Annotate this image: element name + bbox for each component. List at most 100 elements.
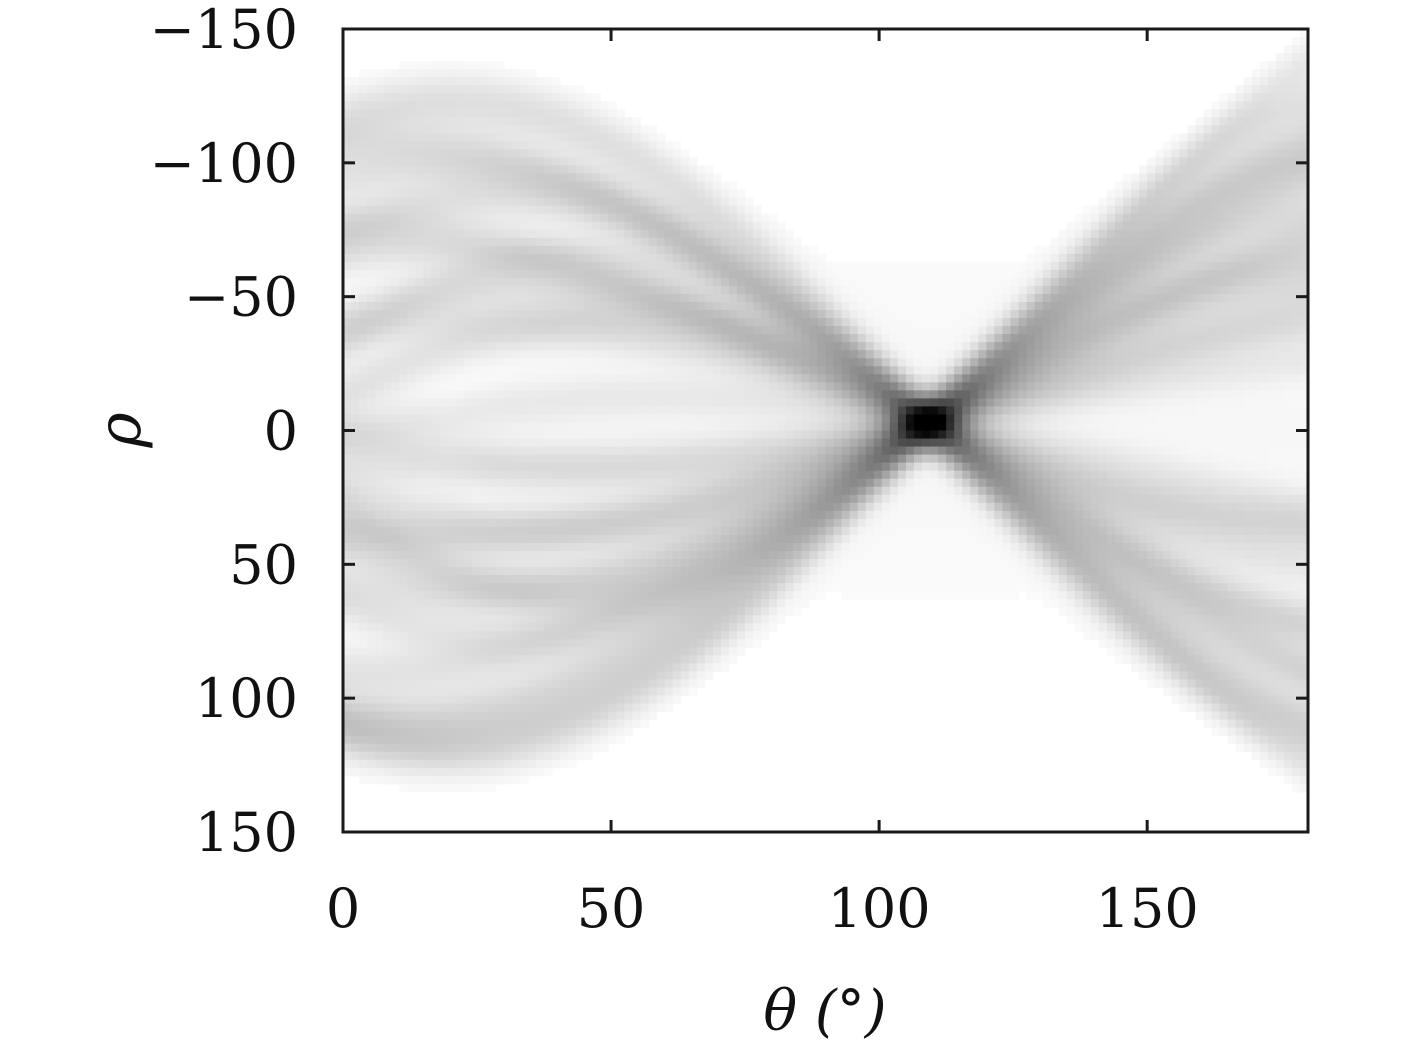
heatmap-cell [391,286,400,295]
heatmap-cell [464,149,473,158]
heatmap-cell [1179,342,1188,351]
heatmap-cell [423,270,432,279]
heatmap-cell [1244,342,1253,351]
heatmap-cell [504,390,513,399]
heatmap-cell [930,318,939,327]
heatmap-cell [584,133,593,142]
heatmap-cell [1091,471,1100,480]
heatmap-cell [488,358,497,367]
heatmap-cell [962,479,971,488]
heatmap-cell [1171,439,1180,448]
heatmap-cell [665,487,674,496]
heatmap-cell [407,198,416,207]
heatmap-cell [898,471,907,480]
heatmap-cell [1284,310,1293,319]
heatmap-cell [496,61,505,70]
heatmap-cell [616,326,625,335]
heatmap-cell [415,374,424,383]
heatmap-cell [576,398,585,407]
heatmap-cell [801,479,810,488]
heatmap-cell [1155,390,1164,399]
heatmap-cell [375,310,384,319]
heatmap-cell [1203,141,1212,150]
heatmap-cell [536,157,545,166]
heatmap-cell [1115,334,1124,343]
heatmap-cell [834,479,843,488]
heatmap-cell [817,390,826,399]
heatmap-cell [1284,398,1293,407]
heatmap-cell [399,61,408,70]
heatmap-cell [817,358,826,367]
heatmap-cell [1187,334,1196,343]
heatmap-cell [423,278,432,287]
heatmap-cell [624,133,633,142]
heatmap-cell [1244,350,1253,359]
heatmap-cell [1179,262,1188,271]
heatmap-cell [890,262,899,271]
heatmap-cell [1284,318,1293,327]
heatmap-cell [882,390,891,399]
heatmap-cell [536,206,545,215]
heatmap-cell [745,342,754,351]
heatmap-cell [1139,463,1148,472]
heatmap-cell [440,326,449,335]
heatmap-cell [1252,342,1261,351]
heatmap-cell [1260,222,1269,231]
heatmap-cell [496,374,505,383]
heatmap-cell [1276,61,1285,70]
heatmap-cell [721,414,730,423]
heatmap-cell [1091,214,1100,223]
heatmap-cell [440,487,449,496]
heatmap-cell [946,455,955,464]
heatmap-cell [568,342,577,351]
heatmap-cell [713,174,722,183]
heatmap-cell [1292,45,1301,54]
heatmap-cell [456,278,465,287]
heatmap-cell [1171,190,1180,199]
heatmap-cell [1139,358,1148,367]
heatmap-cell [415,350,424,359]
heatmap-cell [1236,109,1245,118]
heatmap-cell [1228,286,1237,295]
heatmap-cell [1244,93,1253,102]
heatmap-cell [520,358,529,367]
heatmap-cell [1220,358,1229,367]
heatmap-cell [914,471,923,480]
heatmap-cell [906,455,915,464]
heatmap-cell [1131,286,1140,295]
heatmap-cell [472,439,481,448]
heatmap-cell [576,479,585,488]
heatmap-cell [1051,270,1060,279]
heatmap-cell [1203,334,1212,343]
heatmap-cell [1091,350,1100,359]
heatmap-cell [729,262,738,271]
heatmap-cell [488,447,497,456]
heatmap-cell [866,414,875,423]
heatmap-cell [1091,455,1100,464]
heatmap-cell [713,390,722,399]
heatmap-cell [809,278,818,287]
heatmap-cell [552,109,561,118]
heatmap-cell [906,447,915,456]
heatmap-cell [560,318,569,327]
heatmap-cell [1276,117,1285,126]
heatmap-cell [866,366,875,375]
heatmap-cell [536,422,545,431]
heatmap-cell [1236,85,1245,94]
heatmap-cell [536,302,545,311]
heatmap-cell [407,149,416,158]
heatmap-cell [633,479,642,488]
heatmap-cell [1236,302,1245,311]
heatmap-cell [1083,390,1092,399]
heatmap-cell [1260,294,1269,303]
heatmap-cell [729,270,738,279]
heatmap-cell [1027,366,1036,375]
heatmap-cell [407,390,416,399]
heatmap-cell [721,190,730,199]
heatmap-cell [689,342,698,351]
heatmap-cell [729,366,738,375]
heatmap-cell [367,270,376,279]
heatmap-cell [866,463,875,472]
heatmap-cell [600,182,609,191]
heatmap-cell [1091,206,1100,215]
